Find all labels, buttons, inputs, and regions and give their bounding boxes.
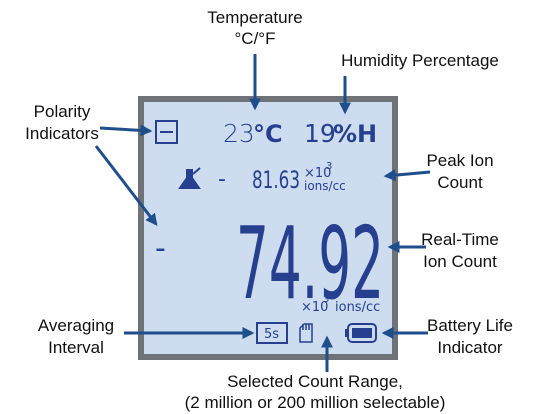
battery-level bbox=[352, 328, 372, 338]
temperature-value: 23 bbox=[223, 119, 255, 148]
battery-tip bbox=[345, 329, 348, 337]
label: Indicators bbox=[25, 124, 99, 143]
realtime-exponent: 3 bbox=[323, 294, 329, 305]
interval: 5s bbox=[264, 327, 279, 342]
peak-exponent: 3 bbox=[326, 161, 332, 172]
humidity-value: 19 bbox=[304, 119, 336, 148]
label: Peak Ion bbox=[426, 151, 493, 170]
label: Battery Life bbox=[427, 316, 513, 335]
peak-value: 81.63 bbox=[252, 166, 300, 194]
label: Humidity Percentage bbox=[341, 51, 499, 70]
label: Selected Count Range, bbox=[227, 372, 403, 391]
diagram: 23 °C 19 %H - 81.63 ×10 3 ions/cc - 74.9… bbox=[0, 0, 541, 414]
peak-unit: ions/cc bbox=[304, 179, 346, 193]
label: Interval bbox=[48, 338, 104, 357]
peak-sign: - bbox=[218, 167, 226, 192]
label: Ion Count bbox=[423, 252, 497, 271]
label: Real-Time bbox=[421, 230, 499, 249]
label: Indicator bbox=[437, 338, 503, 357]
temperature-unit: °C bbox=[253, 120, 283, 148]
label: Averaging bbox=[38, 316, 114, 335]
realtime-sign: - bbox=[155, 231, 166, 266]
label: Polarity bbox=[34, 102, 91, 121]
realtime-unit: ions/cc bbox=[335, 300, 380, 315]
label: (2 million or 200 million selectable) bbox=[185, 393, 446, 412]
label: °C/°F bbox=[235, 29, 276, 48]
label: Temperature bbox=[207, 8, 302, 27]
label: Count bbox=[437, 173, 483, 192]
humidity-unit: %H bbox=[333, 120, 377, 148]
